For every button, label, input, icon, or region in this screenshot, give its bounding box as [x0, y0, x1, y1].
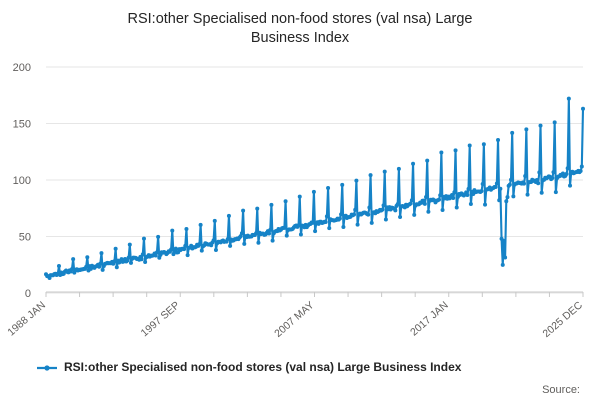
svg-text:200: 200 [13, 62, 31, 74]
svg-text:50: 50 [19, 232, 31, 244]
svg-text:2017 JAN: 2017 JAN [408, 299, 451, 338]
svg-text:1997 SEP: 1997 SEP [139, 299, 183, 339]
svg-text:2025 DEC: 2025 DEC [541, 299, 586, 340]
svg-text:0: 0 [25, 288, 31, 300]
svg-text:100: 100 [13, 175, 31, 187]
svg-text:150: 150 [13, 119, 31, 131]
svg-text:1988 JAN: 1988 JAN [5, 299, 48, 338]
svg-text:2007 MAY: 2007 MAY [272, 299, 316, 340]
